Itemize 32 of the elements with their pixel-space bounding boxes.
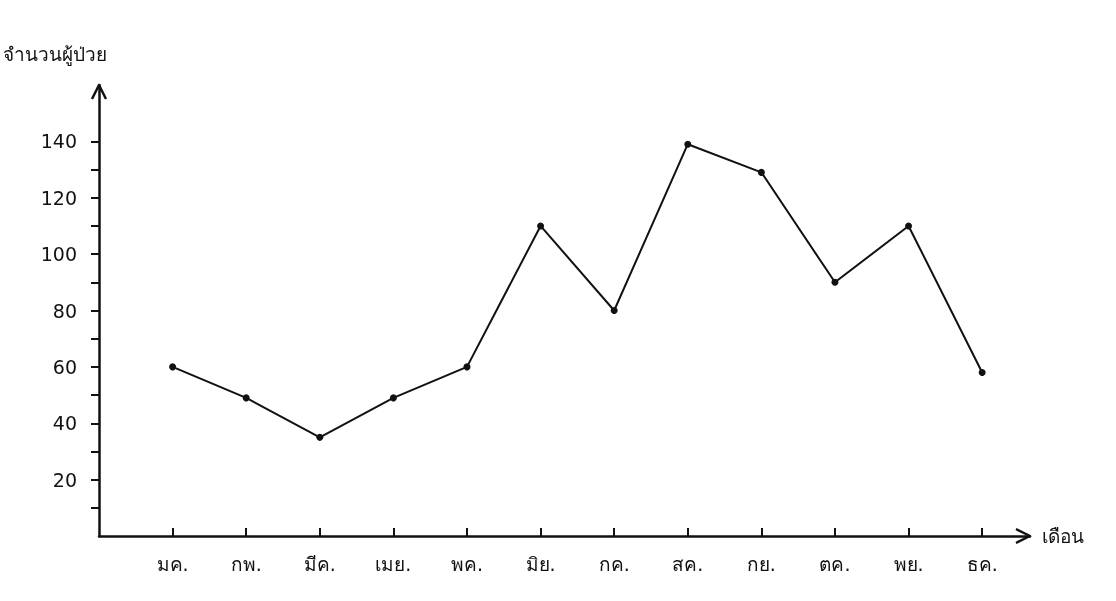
x-tick-label: กพ. xyxy=(230,552,262,575)
y-tick-label: 20 xyxy=(52,468,77,491)
x-tick-label: กค. xyxy=(598,552,630,575)
x-tick-label: กย. xyxy=(746,552,776,575)
y-tick-label: 60 xyxy=(52,355,77,378)
y-tick-label: 120 xyxy=(40,186,77,209)
point xyxy=(684,140,692,148)
point xyxy=(831,278,839,286)
x-tick-label: พย. xyxy=(893,552,924,575)
point xyxy=(978,369,986,377)
x-tick-label: มีค. xyxy=(303,552,336,575)
y-axis-title: จำนวนผู้ป่วย xyxy=(3,42,107,66)
x-tick-label: เมย. xyxy=(375,552,412,575)
x-tick-label: ตค. xyxy=(819,552,851,575)
point xyxy=(905,222,913,230)
y-tick-label: 100 xyxy=(40,243,77,266)
x-tick-label: สค. xyxy=(672,552,704,575)
point xyxy=(610,307,618,314)
point xyxy=(242,394,250,402)
x-tick-label: ธค. xyxy=(966,552,998,575)
point xyxy=(537,222,545,230)
y-tick-label: 80 xyxy=(52,299,77,322)
point xyxy=(169,363,177,371)
point xyxy=(757,168,765,176)
y-tick-label: 140 xyxy=(40,130,77,153)
y-tick-label: 40 xyxy=(52,412,77,435)
x-axis-title: เดือน xyxy=(1042,525,1084,547)
x-tick-label: พค. xyxy=(450,552,484,575)
x-tick-label: มค. xyxy=(156,552,189,575)
point xyxy=(316,433,324,441)
point xyxy=(389,394,397,402)
x-tick-label: มิย. xyxy=(525,552,556,575)
